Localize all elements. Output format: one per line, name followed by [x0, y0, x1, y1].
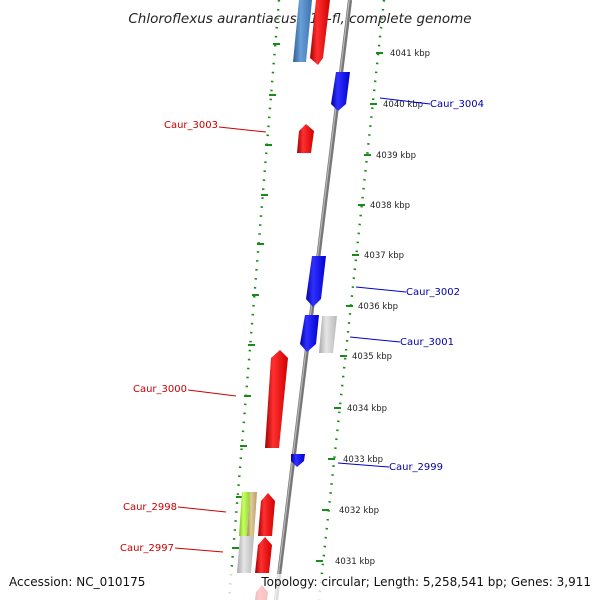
gene-caur-2997[interactable] — [255, 537, 272, 573]
kbp-label: 4041 kbp — [390, 49, 430, 59]
gene-caur-3003[interactable] — [297, 124, 314, 153]
genome-summary-text: Topology: circular; Length: 5,258,541 bp… — [260, 575, 591, 589]
footer-backdrop — [0, 574, 600, 600]
gene-label-caur-2999[interactable]: Caur_2999 — [389, 462, 443, 473]
kbp-label: 4036 kbp — [358, 302, 398, 312]
gene-label-caur-3004[interactable]: Caur_3004 — [430, 99, 484, 110]
gene-red-top[interactable] — [310, 0, 330, 65]
outer-ruler-ticks — [232, 43, 280, 549]
genes — [237, 0, 350, 600]
outer-ruler-dots — [227, 0, 281, 600]
gene-tan-2998[interactable] — [247, 492, 257, 536]
gene-labels: Caur_3004 Caur_3003 Caur_3002 Caur_3001 … — [120, 99, 484, 554]
gene-steel-top[interactable] — [293, 0, 312, 62]
ruler-labels: 4041 kbp 4040 kbp 4039 kbp 4038 kbp 4037… — [335, 49, 430, 567]
inner-ruler-ticks — [316, 52, 383, 562]
gene-label-caur-2998[interactable]: Caur_2998 — [123, 502, 177, 513]
gene-caur-2998[interactable] — [258, 493, 275, 536]
gene-caur-3001[interactable] — [300, 315, 319, 352]
kbp-label: 4034 kbp — [347, 404, 387, 414]
gene-label-caur-3003[interactable]: Caur_3003 — [164, 120, 218, 131]
gene-caur-3002[interactable] — [306, 256, 326, 307]
gene-gray-3001-neighbor[interactable] — [319, 316, 337, 353]
kbp-label: 4040 kbp — [383, 100, 423, 110]
gene-label-caur-3001[interactable]: Caur_3001 — [400, 337, 454, 348]
gene-caur-3004[interactable] — [331, 72, 350, 111]
label-leaders — [174, 97, 431, 553]
kbp-label: 4038 kbp — [370, 201, 410, 211]
kbp-label: 4037 kbp — [364, 251, 404, 261]
gene-lime-2998[interactable] — [239, 492, 250, 536]
kbp-label: 4039 kbp — [376, 151, 416, 161]
gene-label-caur-3000[interactable]: Caur_3000 — [133, 384, 187, 395]
kbp-label: 4031 kbp — [335, 557, 375, 567]
gene-label-caur-3002[interactable]: Caur_3002 — [406, 287, 460, 298]
gene-label-caur-2997[interactable]: Caur_2997 — [120, 543, 174, 554]
accession-text: Accession: NC_010175 — [9, 575, 145, 589]
gene-gray-2997[interactable] — [237, 536, 254, 573]
gene-caur-2999[interactable] — [291, 454, 305, 467]
kbp-label: 4033 kbp — [343, 455, 383, 465]
inner-ruler-dots — [317, 0, 386, 600]
kbp-label: 4032 kbp — [339, 506, 379, 516]
gene-caur-3000[interactable] — [265, 350, 288, 448]
kbp-label: 4035 kbp — [352, 352, 392, 362]
